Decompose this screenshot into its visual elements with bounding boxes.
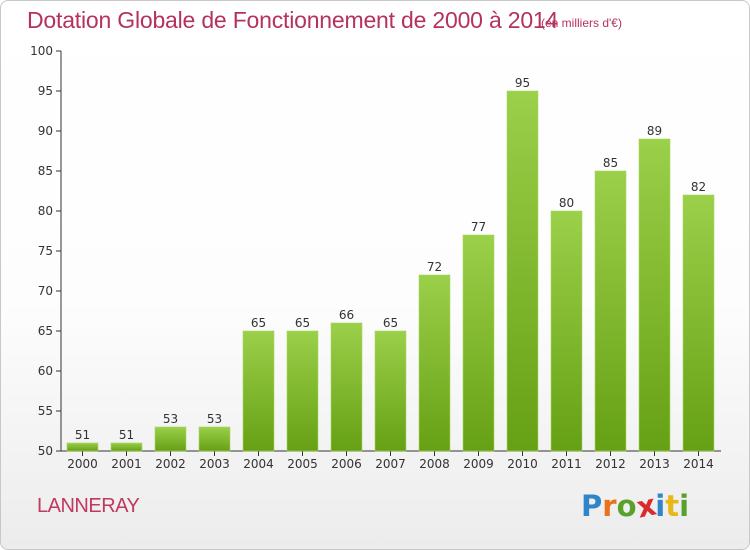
- value-label-2000: 51: [75, 428, 90, 442]
- x-tick-label-2009: 2009: [463, 457, 494, 471]
- logo-letter: o: [616, 489, 637, 523]
- y-tick-label: 95: [38, 84, 53, 98]
- y-tick-label: 90: [38, 124, 53, 138]
- y-tick-label: 55: [38, 404, 53, 418]
- value-label-2006: 66: [339, 308, 354, 322]
- x-tick-label-2008: 2008: [419, 457, 450, 471]
- bar-2001: [110, 442, 143, 452]
- y-tick-label: 75: [38, 244, 53, 258]
- x-tick-label-2001: 2001: [111, 457, 142, 471]
- bar-2014: [682, 194, 715, 452]
- chart-axes: 50 55 60 65 70 75 80 85 90 95 100: [30, 44, 721, 458]
- value-label-2014: 82: [691, 180, 706, 194]
- bar-2000: [66, 442, 99, 452]
- proxiti-logo: Proxiti: [581, 487, 690, 524]
- y-tick-label: 85: [38, 164, 53, 178]
- bar-2003: [198, 426, 231, 452]
- y-tick-label: 70: [38, 284, 53, 298]
- value-label-2001: 51: [119, 428, 134, 442]
- y-tick-label: 65: [38, 324, 53, 338]
- value-label-2012: 85: [603, 156, 618, 170]
- x-tick-label-2006: 2006: [331, 457, 362, 471]
- bar-2006: [330, 322, 363, 452]
- logo-letter: i: [679, 489, 690, 523]
- x-tick-label-2012: 2012: [595, 457, 626, 471]
- bar-2012: [594, 170, 627, 452]
- y-tick-label: 80: [38, 204, 53, 218]
- x-tick-label-2014: 2014: [683, 457, 714, 471]
- x-tick-label-2011: 2011: [551, 457, 582, 471]
- logo-letter: i: [655, 489, 666, 523]
- bar-2009: [462, 234, 495, 452]
- value-label-2007: 65: [383, 316, 398, 330]
- y-tick-label: 60: [38, 364, 53, 378]
- chart-title: Dotation Globale de Fonctionnement de 20…: [27, 7, 559, 33]
- x-tick-label-2004: 2004: [243, 457, 274, 471]
- value-label-2002: 53: [163, 412, 178, 426]
- value-label-2009: 77: [471, 220, 486, 234]
- x-tick-label-2000: 2000: [67, 457, 98, 471]
- bar-2004: [242, 330, 275, 452]
- x-tick-label-2010: 2010: [507, 457, 538, 471]
- bar-2005: [286, 330, 319, 452]
- y-tick-label: 50: [38, 444, 53, 458]
- value-label-2004: 65: [251, 316, 266, 330]
- x-tick-label-2007: 2007: [375, 457, 406, 471]
- bar-2008: [418, 274, 451, 452]
- logo-letter: P: [581, 489, 603, 523]
- value-label-2008: 72: [427, 260, 442, 274]
- bar-2010: [506, 90, 539, 452]
- bar-2007: [374, 330, 407, 452]
- bar-2002: [154, 426, 187, 452]
- logo-letter: r: [602, 489, 617, 523]
- x-tick-label-2005: 2005: [287, 457, 318, 471]
- commune-name: LANNERAY: [37, 495, 140, 517]
- value-label-2005: 65: [295, 316, 310, 330]
- logo-letter: t: [665, 489, 680, 523]
- bar-2013: [638, 138, 671, 452]
- chart-subtitle: (en milliers d'€): [541, 16, 622, 30]
- y-tick-label: 100: [30, 44, 53, 58]
- chart-labels: 51 2000 51 2001 53 2002 53 2003 65 2004 65 2005 66 20…: [67, 76, 714, 471]
- bar-2011: [550, 210, 583, 452]
- value-label-2010: 95: [515, 76, 530, 90]
- value-label-2011: 80: [559, 196, 574, 210]
- x-tick-label-2002: 2002: [155, 457, 186, 471]
- value-label-2013: 89: [647, 124, 662, 138]
- x-tick-label-2013: 2013: [639, 457, 670, 471]
- value-label-2003: 53: [207, 412, 222, 426]
- x-tick-label-2003: 2003: [199, 457, 230, 471]
- chart-bars: [66, 90, 715, 452]
